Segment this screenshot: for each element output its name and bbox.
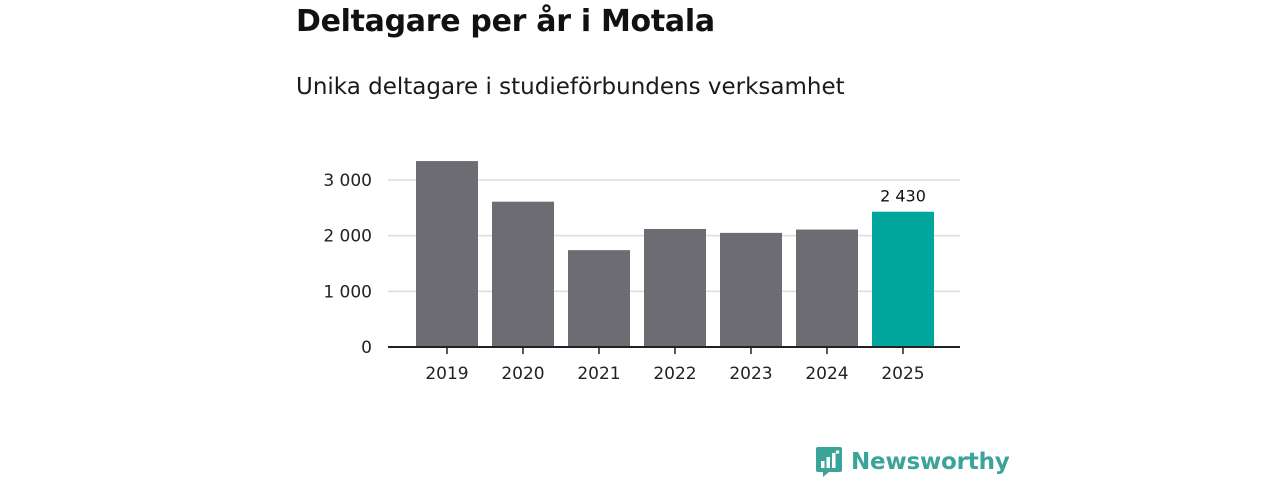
y-axis-ticks: 0 1 000 2 000 3 000	[323, 171, 372, 358]
bar-2023	[720, 232, 782, 347]
x-tick-label: 2021	[577, 364, 620, 384]
y-tick-label: 2 000	[323, 227, 372, 247]
bar-2025	[872, 211, 934, 347]
bar-2022	[644, 228, 706, 347]
chart-subtitle: Unika deltagare i studieförbundens verks…	[296, 74, 845, 100]
newsworthy-brand: Newsworthy	[815, 446, 1010, 478]
x-tick-label: 2024	[805, 364, 848, 384]
y-tick-label: 3 000	[323, 171, 372, 191]
x-tick-label: 2023	[729, 364, 772, 384]
data-label: 2 430	[880, 187, 926, 206]
x-tick-label: 2022	[653, 364, 696, 384]
bar-2021	[568, 250, 630, 347]
y-tick-label: 0	[361, 338, 372, 358]
bar-2024	[796, 229, 858, 347]
bar-2019	[416, 161, 478, 347]
x-tick-label: 2025	[881, 364, 924, 384]
newsworthy-logo-icon	[816, 447, 842, 477]
x-axis-ticks: 2019 2020 2021 2022 2023 2024 2025	[425, 347, 925, 384]
chart-title: Deltagare per år i Motala	[296, 4, 715, 39]
bar-2020	[492, 201, 554, 347]
x-tick-label: 2020	[501, 364, 544, 384]
brand-name: Newsworthy	[851, 449, 1010, 475]
bars	[416, 161, 934, 347]
y-tick-label: 1 000	[323, 282, 372, 302]
data-labels: 2 430	[880, 187, 926, 206]
x-tick-label: 2019	[425, 364, 468, 384]
